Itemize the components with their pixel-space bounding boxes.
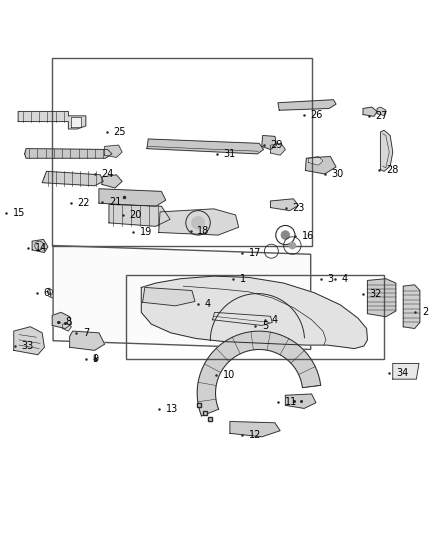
Text: 20: 20 <box>130 210 142 220</box>
Polygon shape <box>53 246 311 350</box>
Text: 4: 4 <box>341 274 347 284</box>
Text: 1: 1 <box>240 274 246 284</box>
Polygon shape <box>70 331 105 350</box>
Polygon shape <box>403 285 420 328</box>
Text: 11: 11 <box>285 397 297 407</box>
Polygon shape <box>32 239 48 253</box>
Text: 22: 22 <box>77 198 90 208</box>
Polygon shape <box>143 287 195 306</box>
Text: 30: 30 <box>332 169 344 179</box>
Polygon shape <box>271 143 286 155</box>
Text: 4: 4 <box>272 315 278 325</box>
Polygon shape <box>25 149 112 158</box>
Polygon shape <box>105 145 122 157</box>
Text: 14: 14 <box>35 243 47 253</box>
Circle shape <box>289 242 296 249</box>
Polygon shape <box>159 209 239 235</box>
Polygon shape <box>141 276 367 349</box>
Polygon shape <box>63 323 71 331</box>
Polygon shape <box>377 107 386 116</box>
Polygon shape <box>14 327 44 354</box>
Polygon shape <box>308 157 323 165</box>
Text: 18: 18 <box>197 225 209 236</box>
Text: 24: 24 <box>101 169 113 179</box>
Text: 19: 19 <box>140 228 152 237</box>
Text: 29: 29 <box>271 140 283 150</box>
Text: 9: 9 <box>92 354 99 364</box>
Polygon shape <box>147 139 264 154</box>
Text: 28: 28 <box>386 165 398 175</box>
Polygon shape <box>71 117 81 127</box>
Text: 5: 5 <box>262 321 268 332</box>
Polygon shape <box>367 279 396 317</box>
Text: 4: 4 <box>205 298 211 309</box>
Polygon shape <box>262 135 277 149</box>
Text: 12: 12 <box>249 430 261 440</box>
Text: 15: 15 <box>13 208 25 218</box>
Text: 33: 33 <box>21 341 34 351</box>
Polygon shape <box>18 111 86 129</box>
Bar <box>52 58 312 246</box>
Circle shape <box>191 216 205 229</box>
Text: 32: 32 <box>370 288 382 298</box>
Circle shape <box>281 231 290 239</box>
Polygon shape <box>42 171 103 185</box>
Text: 21: 21 <box>109 197 121 207</box>
Polygon shape <box>109 205 170 227</box>
Polygon shape <box>230 422 280 437</box>
Text: 10: 10 <box>223 370 235 380</box>
Text: 3: 3 <box>327 274 333 284</box>
Polygon shape <box>286 394 316 408</box>
Polygon shape <box>99 189 166 206</box>
Polygon shape <box>52 312 71 328</box>
Text: 17: 17 <box>249 247 261 257</box>
Polygon shape <box>363 107 377 116</box>
Bar <box>127 275 384 359</box>
Polygon shape <box>271 199 298 211</box>
Text: 16: 16 <box>302 231 314 241</box>
Text: 25: 25 <box>113 127 126 137</box>
Polygon shape <box>102 175 122 188</box>
Text: 23: 23 <box>292 203 305 213</box>
Text: 26: 26 <box>311 110 323 119</box>
Text: 31: 31 <box>223 149 236 159</box>
Polygon shape <box>197 331 321 416</box>
Text: 13: 13 <box>166 404 178 414</box>
Polygon shape <box>305 157 336 174</box>
Text: 7: 7 <box>83 328 89 338</box>
Polygon shape <box>212 312 272 326</box>
Text: 27: 27 <box>375 111 388 121</box>
Text: 6: 6 <box>43 288 49 298</box>
Text: 2: 2 <box>422 308 428 317</box>
Polygon shape <box>381 130 393 171</box>
Text: 34: 34 <box>396 368 408 378</box>
Text: 8: 8 <box>65 317 71 327</box>
Polygon shape <box>393 364 419 379</box>
Polygon shape <box>278 100 336 110</box>
